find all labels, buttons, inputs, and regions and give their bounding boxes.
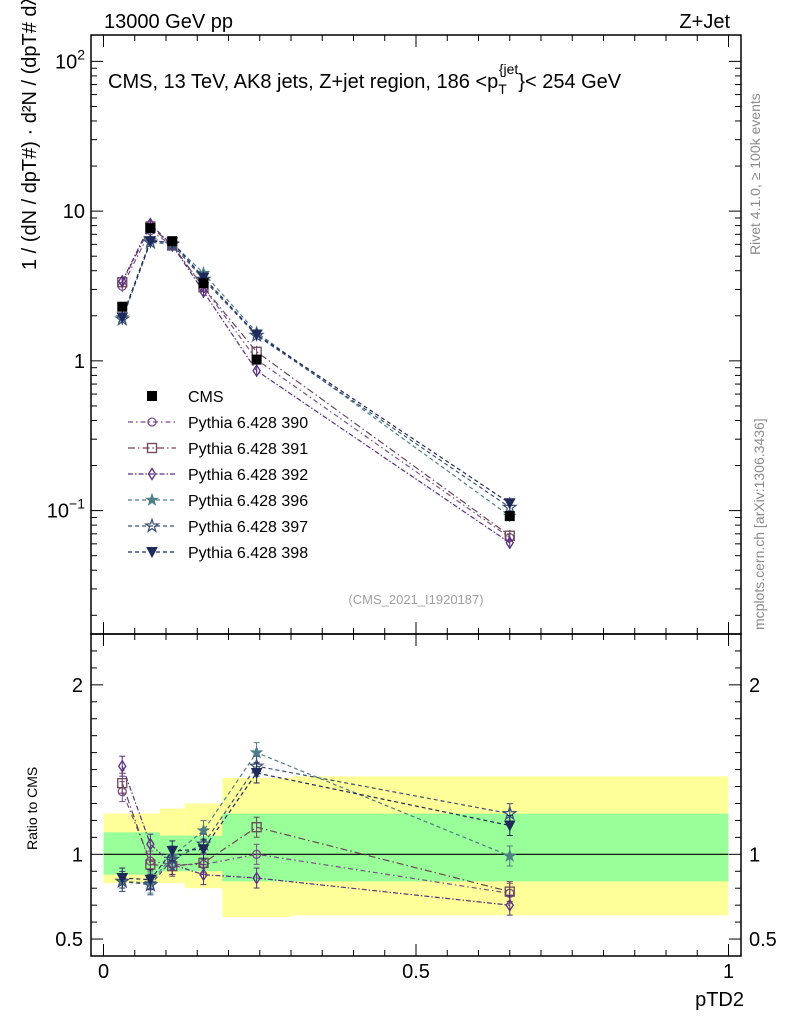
series-6-ratio-point bbox=[116, 873, 129, 885]
cms-data-point bbox=[145, 223, 156, 234]
series-6-point bbox=[197, 272, 210, 284]
top-y-tick-label-base: 10 bbox=[47, 501, 69, 523]
series-6-point bbox=[250, 329, 263, 341]
series-3-point bbox=[199, 284, 208, 299]
legend-marker-series-4 bbox=[145, 492, 159, 506]
top-y-tick-label-base: 10 bbox=[63, 201, 85, 223]
top-y-tick-label-exp: 2 bbox=[77, 46, 85, 62]
series-3-ratio-line bbox=[121, 765, 510, 906]
top-y-tick-label: 1 bbox=[74, 351, 85, 373]
series-3-point bbox=[505, 536, 515, 550]
series-2-ratio-point bbox=[251, 822, 262, 833]
series-2-ratio-point bbox=[117, 777, 128, 789]
series-3-ratio-point bbox=[252, 871, 261, 885]
top-y-tick-label: 10 bbox=[63, 201, 85, 223]
plot-title: CMS, 13 TeV, AK8 jets, Z+jet region, 186… bbox=[108, 61, 622, 97]
series-4-ratio-point bbox=[249, 745, 264, 759]
ratio-y-tick-label: 1 bbox=[72, 844, 83, 866]
ratio-y-tick-label: 0.5 bbox=[55, 929, 83, 951]
series-2-ratio-line bbox=[121, 782, 510, 893]
x-tick-label: 1 bbox=[723, 961, 734, 983]
header-right: Z+Jet bbox=[679, 11, 730, 33]
series-3-ratio-point bbox=[117, 759, 127, 773]
side-text-rivet: Rivet 4.1.0, ≥ 100k events bbox=[747, 93, 763, 255]
legend-marker-cms bbox=[147, 391, 157, 401]
series-3-ratio-point bbox=[146, 837, 155, 851]
series-6-ratio-point bbox=[144, 874, 157, 886]
series-1-ratio-line bbox=[121, 791, 510, 894]
plot-title-main: CMS, 13 TeV, AK8 jets, Z+jet region, 186… bbox=[108, 71, 498, 93]
series-2-ratio-point bbox=[145, 859, 156, 870]
top-y-tick-label-base: 1 bbox=[74, 351, 85, 373]
top-y-axis-title-text: 1 / (dN / dpT#) · d²N / (dpT# dλ) bbox=[19, 0, 41, 270]
plot-title-sub: T bbox=[498, 81, 507, 97]
legend-marker-series-6 bbox=[146, 547, 158, 559]
cms-data-point bbox=[167, 236, 178, 247]
legend-marker-series-3 bbox=[147, 467, 157, 481]
series-5-line bbox=[121, 241, 511, 508]
series-5-point bbox=[501, 498, 518, 515]
side-text-mcplots: mcplots.cern.ch [arXiv:1306.3436] bbox=[751, 418, 767, 630]
top-y-tick-label: 102 bbox=[55, 46, 85, 73]
top-y-axis-title: 1 / (dN / dpT#) · d²N / (dpT# dλ) bbox=[19, 0, 41, 270]
series-4-ratio-point bbox=[502, 848, 517, 862]
series-6-ratio-line bbox=[122, 772, 510, 881]
legend-label-series-1: Pythia 6.428 390 bbox=[188, 415, 308, 432]
header-left: 13000 GeV pp bbox=[104, 11, 233, 33]
cms-data-point bbox=[117, 301, 128, 312]
top-y-tick-label-exp: −1 bbox=[69, 496, 85, 512]
series-3-ratio-point bbox=[199, 867, 208, 882]
series-1-ratio-point bbox=[251, 849, 262, 859]
series-4-line bbox=[121, 239, 511, 517]
legend: CMS Pythia 6.428 390 Pythia 6.428 391 Pythi… bbox=[128, 389, 308, 562]
plot-title-end: }< 254 GeV bbox=[518, 71, 622, 93]
series-3-point bbox=[252, 363, 261, 378]
series-6-ratio-point bbox=[166, 845, 179, 857]
ratio-y-tick-label-right: 2 bbox=[749, 675, 760, 697]
legend-label-series-5: Pythia 6.428 397 bbox=[188, 519, 308, 536]
cms-data-point bbox=[504, 511, 515, 522]
ratio-y-tick-label-right: 0.5 bbox=[749, 929, 777, 951]
ratio-y-axis-title: Ratio to CMS bbox=[24, 767, 40, 850]
ratio-y-tick-label: 2 bbox=[72, 675, 83, 697]
series-1-line bbox=[121, 229, 511, 539]
series-3-point bbox=[117, 274, 127, 288]
series-6-line bbox=[121, 240, 511, 504]
series-6-ratio-point bbox=[197, 844, 210, 856]
x-tick-label: 0.5 bbox=[402, 961, 430, 983]
series-6-point bbox=[116, 312, 129, 324]
top-y-tick-label-base: 10 bbox=[55, 51, 77, 73]
top-y-tick-label: 10−1 bbox=[47, 496, 85, 523]
ratio-panel: 0 0.5 1 0.5 0.5 1 1 2 2 bbox=[55, 633, 777, 983]
legend-marker-series-2 bbox=[146, 442, 158, 454]
series-6-point bbox=[503, 498, 516, 510]
legend-marker-series-1 bbox=[147, 417, 157, 427]
series-3-line bbox=[121, 222, 511, 544]
analysis-id: (CMS_2021_I1920187) bbox=[348, 592, 483, 607]
series-6-point bbox=[144, 236, 157, 248]
cms-data-point bbox=[198, 278, 209, 289]
series-6-ratio-point bbox=[250, 767, 263, 780]
legend-label-series-4: Pythia 6.428 396 bbox=[188, 493, 308, 510]
x-axis-title: pTD2 bbox=[695, 989, 744, 1011]
legend-label-series-3: Pythia 6.428 392 bbox=[188, 467, 308, 484]
legend-label-series-6: Pythia 6.428 398 bbox=[188, 545, 308, 562]
legend-marker-series-5 bbox=[143, 517, 161, 533]
x-tick-label: 0 bbox=[98, 961, 109, 983]
legend-label-series-2: Pythia 6.428 391 bbox=[188, 441, 308, 458]
series-3-ratio-point bbox=[505, 898, 515, 912]
series-4-ratio-point bbox=[196, 823, 211, 837]
ratio-y-tick-label-right: 1 bbox=[749, 844, 760, 866]
legend-label-cms: CMS bbox=[188, 389, 224, 406]
series-6-ratio-point bbox=[503, 820, 516, 832]
series-2-line bbox=[121, 225, 511, 537]
cms-data-point bbox=[251, 354, 262, 365]
plot-title-sup: {jet bbox=[499, 61, 519, 77]
